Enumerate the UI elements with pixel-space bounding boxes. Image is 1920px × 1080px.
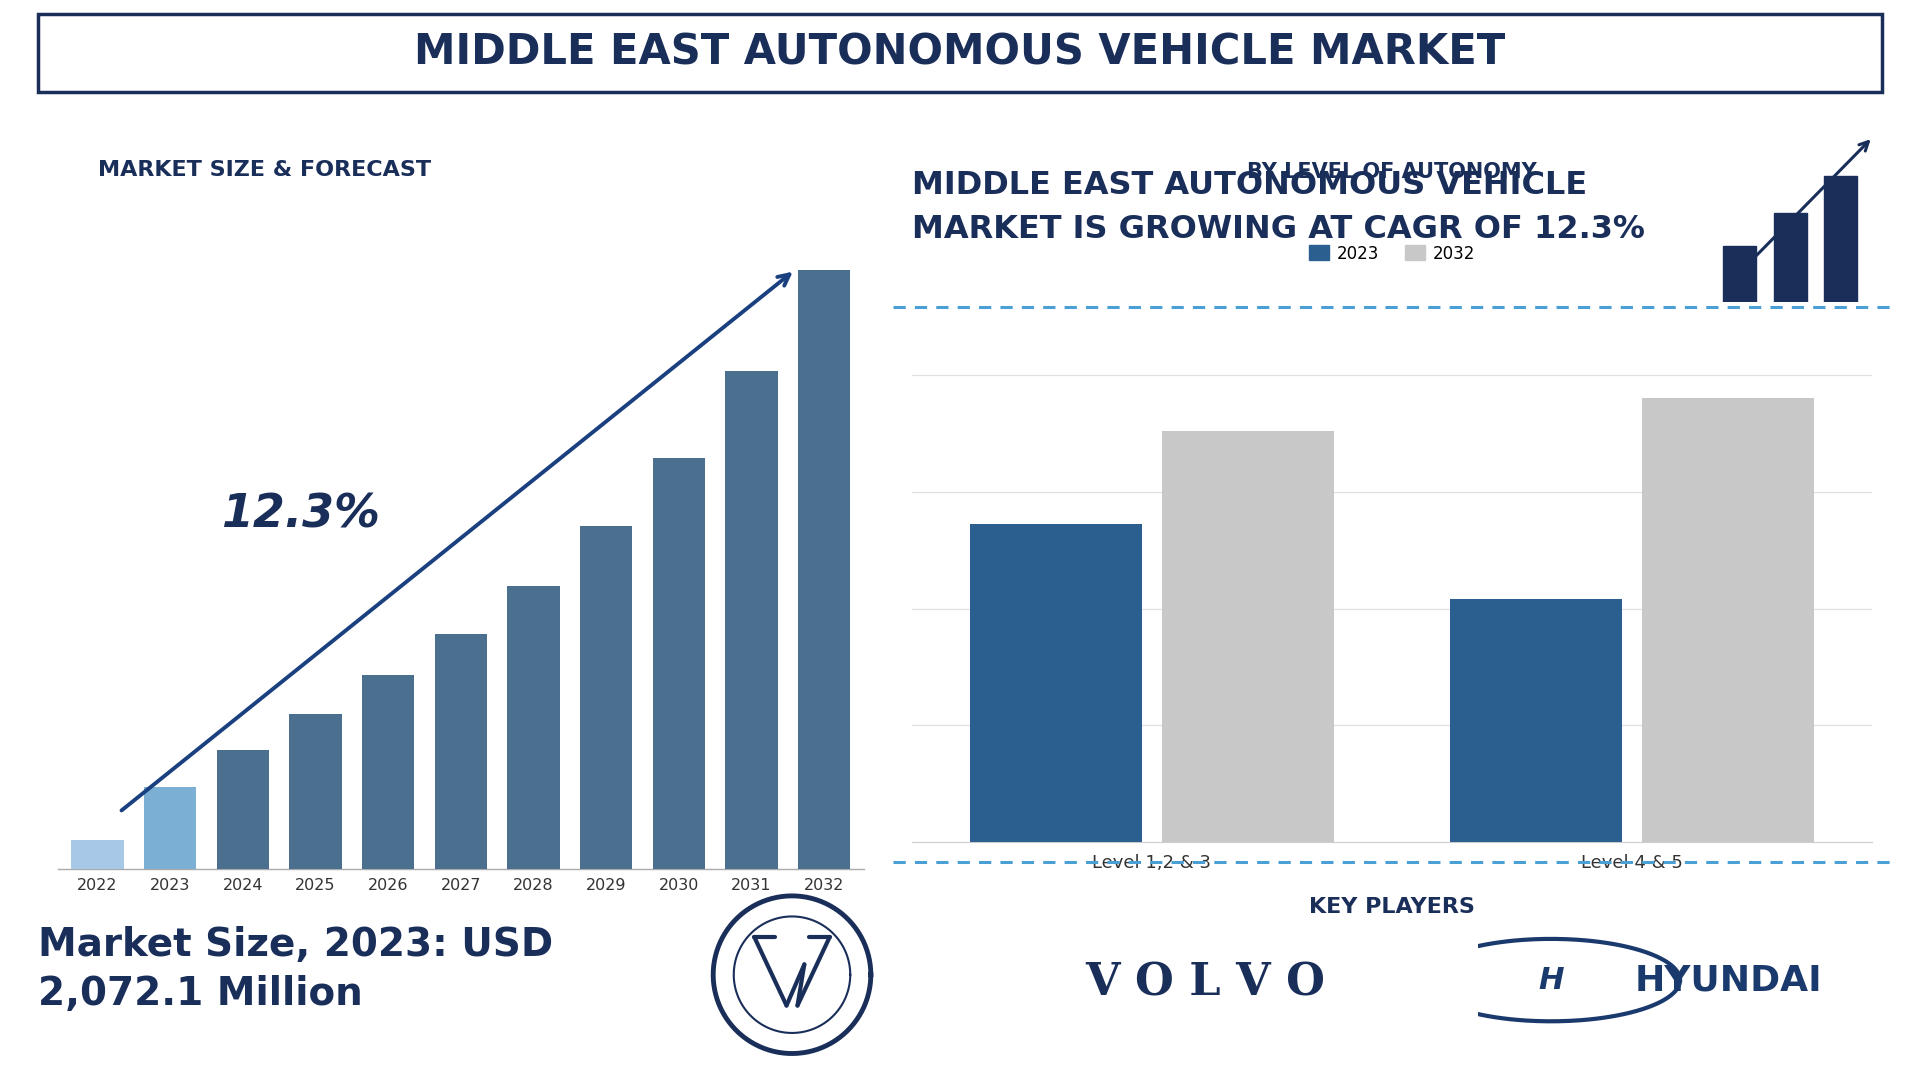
Text: 12.3%: 12.3% xyxy=(221,492,380,537)
Bar xyxy=(799,270,851,869)
Bar xyxy=(726,370,778,869)
FancyBboxPatch shape xyxy=(38,14,1882,92)
Bar xyxy=(653,458,705,869)
Text: MIDDLE EAST AUTONOMOUS VEHICLE
MARKET IS GROWING AT CAGR OF 12.3%: MIDDLE EAST AUTONOMOUS VEHICLE MARKET IS… xyxy=(912,171,1645,245)
Bar xyxy=(144,787,196,869)
Bar xyxy=(1722,246,1757,302)
Bar xyxy=(434,634,488,869)
Text: BY LEVEL OF AUTONOMY: BY LEVEL OF AUTONOMY xyxy=(1248,162,1536,183)
Text: MIDDLE EAST AUTONOMOUS VEHICLE MARKET: MIDDLE EAST AUTONOMOUS VEHICLE MARKET xyxy=(415,32,1505,73)
Bar xyxy=(363,675,415,869)
Bar xyxy=(1824,176,1857,302)
Text: MARKET SIZE & FORECAST: MARKET SIZE & FORECAST xyxy=(98,160,432,180)
Bar xyxy=(71,839,123,869)
Bar xyxy=(580,526,632,869)
Bar xyxy=(1642,399,1814,842)
Bar xyxy=(1450,599,1622,842)
Bar xyxy=(1162,431,1334,842)
Bar xyxy=(970,525,1142,842)
Text: H: H xyxy=(1538,966,1563,995)
Bar xyxy=(507,585,559,869)
Bar xyxy=(1774,213,1807,302)
Bar xyxy=(290,714,342,869)
Legend: 2023, 2032: 2023, 2032 xyxy=(1302,238,1482,269)
Text: HYUNDAI: HYUNDAI xyxy=(1634,963,1822,997)
Bar xyxy=(217,751,269,869)
Text: Market Size, 2023: USD
2,072.1 Million: Market Size, 2023: USD 2,072.1 Million xyxy=(38,926,553,1013)
Text: V O L V O: V O L V O xyxy=(1085,961,1325,1004)
Text: KEY PLAYERS: KEY PLAYERS xyxy=(1309,897,1475,917)
